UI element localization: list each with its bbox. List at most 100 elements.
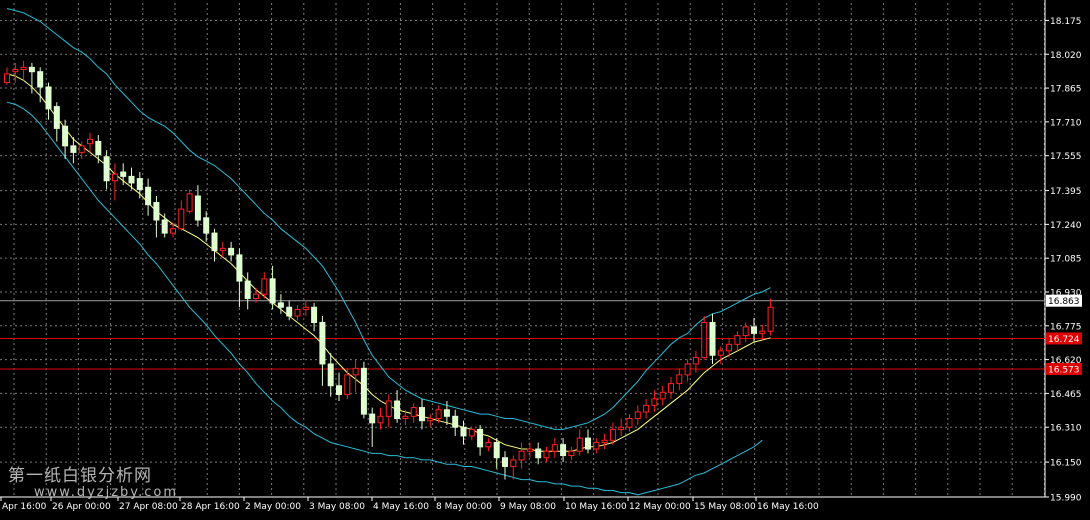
candle-body[interactable] <box>742 326 749 337</box>
candle-body[interactable] <box>344 374 351 395</box>
candle-body[interactable] <box>643 404 650 413</box>
candle-body[interactable] <box>535 448 542 459</box>
candle-body[interactable] <box>253 293 259 300</box>
candle-body[interactable] <box>634 411 641 419</box>
candle-body[interactable] <box>526 448 533 452</box>
candle-body[interactable] <box>186 193 193 212</box>
candle-body[interactable] <box>120 171 127 177</box>
candle-body[interactable] <box>194 195 201 221</box>
candle-body[interactable] <box>560 444 567 457</box>
candle-body[interactable] <box>153 202 160 221</box>
candle-body[interactable] <box>377 415 384 424</box>
x-tick-label: 16 May 16:00 <box>757 502 819 512</box>
candle-body[interactable] <box>651 398 658 406</box>
candle-body[interactable] <box>717 350 724 356</box>
candle-body[interactable] <box>352 367 359 376</box>
candle-body[interactable] <box>261 278 268 295</box>
candle-body[interactable] <box>767 306 774 332</box>
candle-body[interactable] <box>751 326 757 334</box>
candle-body[interactable] <box>95 140 102 156</box>
candle-body[interactable] <box>236 254 243 282</box>
candle-body[interactable] <box>311 306 318 324</box>
watermark: 第一纸白银分析网 www.dyzjzby.com <box>8 467 178 499</box>
candle-body[interactable] <box>618 426 625 430</box>
candle-body[interactable] <box>111 173 118 182</box>
candle-body[interactable] <box>103 156 110 182</box>
candle-body[interactable] <box>485 441 492 448</box>
candle-body[interactable] <box>493 441 500 459</box>
candle-body[interactable] <box>427 417 434 422</box>
candle-body[interactable] <box>136 178 143 190</box>
candle-body[interactable] <box>161 219 168 234</box>
candle-body[interactable] <box>668 383 674 393</box>
x-tick-label: 15 May 08:00 <box>694 502 756 512</box>
candle-body[interactable] <box>502 457 508 467</box>
candle-body[interactable] <box>443 409 450 417</box>
candle-body[interactable] <box>4 73 10 84</box>
candle-body[interactable] <box>759 330 766 334</box>
candle-body[interactable] <box>62 125 69 147</box>
candle-body[interactable] <box>269 278 276 304</box>
candle-body[interactable] <box>510 459 517 467</box>
candle-body[interactable] <box>302 306 309 310</box>
candle-body[interactable] <box>684 363 691 376</box>
candle-body[interactable] <box>609 428 616 441</box>
candle-body[interactable] <box>211 232 218 252</box>
candle-body[interactable] <box>394 400 401 419</box>
candle-body[interactable] <box>419 407 425 422</box>
candle-body[interactable] <box>12 69 19 73</box>
candle-body[interactable] <box>327 363 334 387</box>
candle-body[interactable] <box>28 66 35 73</box>
candle-body[interactable] <box>170 228 176 234</box>
candle-body[interactable] <box>294 308 301 317</box>
candle-body[interactable] <box>178 208 185 230</box>
candle-body[interactable] <box>477 428 484 448</box>
candle-body[interactable] <box>360 367 367 415</box>
candle-body[interactable] <box>709 322 716 356</box>
candle-body[interactable] <box>551 444 558 452</box>
candle-body[interactable] <box>70 145 77 153</box>
candle-body[interactable] <box>319 322 326 365</box>
candle-body[interactable] <box>410 407 417 417</box>
candle-body[interactable] <box>601 439 608 443</box>
candle-body[interactable] <box>468 428 475 437</box>
x-tick-label: 27 Apr 08:00 <box>119 502 178 512</box>
candle-body[interactable] <box>402 415 409 419</box>
candle-body[interactable] <box>676 374 683 385</box>
candle-body[interactable] <box>87 138 93 145</box>
candle-body[interactable] <box>659 391 666 400</box>
candle-body[interactable] <box>385 400 392 417</box>
candle-body[interactable] <box>128 175 135 184</box>
candle-body[interactable] <box>593 441 600 450</box>
candle-body[interactable] <box>203 217 210 234</box>
y-tick-label: 18.020 <box>1050 51 1082 61</box>
y-tick-label: 17.240 <box>1050 221 1082 231</box>
candle-body[interactable] <box>336 385 342 395</box>
candle-body[interactable] <box>576 437 583 452</box>
candle-body[interactable] <box>286 306 293 317</box>
candle-body[interactable] <box>734 335 741 345</box>
candle-body[interactable] <box>53 106 60 129</box>
candle-body[interactable] <box>543 450 550 459</box>
candle-body[interactable] <box>518 450 525 461</box>
candle-body[interactable] <box>460 426 467 437</box>
candle-body[interactable] <box>692 356 699 365</box>
candle-body[interactable] <box>37 71 44 88</box>
candle-body[interactable] <box>726 343 733 352</box>
candle-body[interactable] <box>626 417 633 428</box>
candle-body[interactable] <box>568 450 575 457</box>
candle-body[interactable] <box>145 186 152 206</box>
candle-body[interactable] <box>45 86 52 110</box>
candle-body[interactable] <box>20 66 27 71</box>
candle-body[interactable] <box>585 437 591 450</box>
candle-body[interactable] <box>277 302 284 308</box>
candle-body[interactable] <box>435 409 442 419</box>
candle-body[interactable] <box>452 415 459 428</box>
candle-body[interactable] <box>78 145 85 153</box>
candle-body[interactable] <box>244 280 251 300</box>
candle-body[interactable] <box>369 413 376 424</box>
candle-body[interactable] <box>219 247 226 252</box>
candle-body[interactable] <box>228 247 235 256</box>
candle-body[interactable] <box>701 322 708 358</box>
